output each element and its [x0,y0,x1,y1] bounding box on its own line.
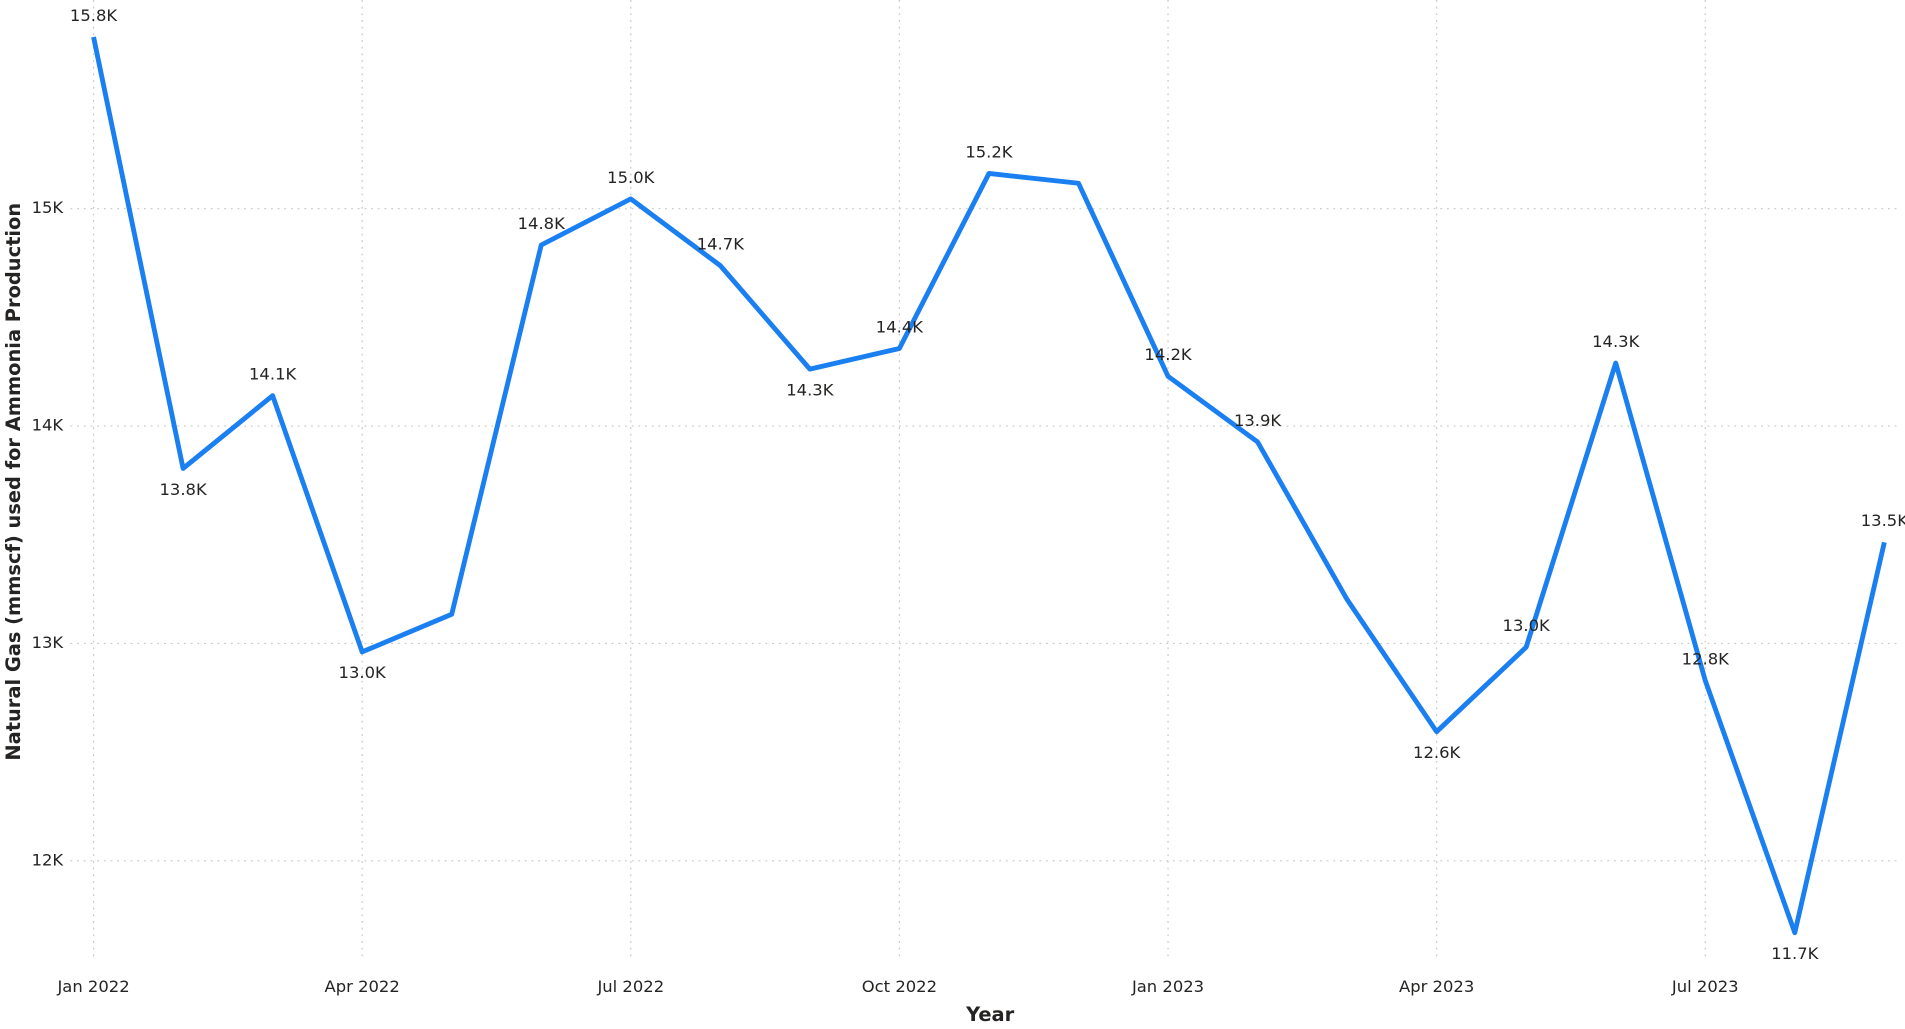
data-label: 15.0K [607,168,655,187]
y-tick-label: 12K [32,850,65,869]
data-label: 14.3K [786,380,834,399]
data-label: 12.6K [1413,743,1461,762]
line [91,36,1887,936]
data-label: 14.8K [518,214,566,233]
data-label: 12.8K [1682,649,1730,668]
x-tick-label: Jan 2023 [1131,977,1204,996]
x-axis-title: Year [965,1003,1015,1026]
data-label: 14.4K [876,317,924,336]
x-tick-label: Oct 2022 [862,977,937,996]
data-label: 13.0K [1503,616,1551,635]
data-label: 13.5K [1861,511,1905,530]
y-tick-label: 14K [32,416,65,435]
data-label: 15.2K [965,142,1013,161]
x-tick-label: Jan 2022 [56,977,129,996]
x-tick-label: Apr 2023 [1399,977,1474,996]
data-label: 15.8K [70,6,118,25]
x-tick-label: Jul 2023 [1671,977,1739,996]
data-label: 14.3K [1592,332,1640,351]
data-label: 11.7K [1771,944,1819,963]
x-tick-label: Apr 2022 [325,977,400,996]
data-label: 14.2K [1144,345,1192,364]
y-tick-label: 13K [32,633,65,652]
data-label: 13.8K [159,480,207,499]
data-label: 13.9K [1234,411,1282,430]
y-tick-label: 15K [32,198,65,217]
data-label: 13.0K [339,663,387,682]
data-label: 14.1K [249,364,297,383]
x-tick-label: Jul 2022 [596,977,664,996]
data-label: 14.7K [697,235,745,254]
y-axis-title: Natural Gas (mmscf) used for Ammonia Pro… [2,203,25,761]
